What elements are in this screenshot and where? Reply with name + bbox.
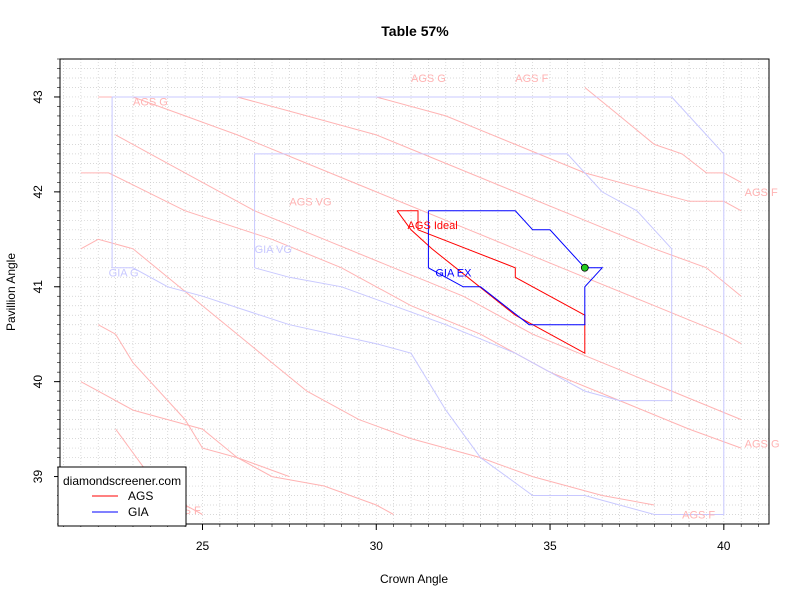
region-label-4: AGS F [515, 73, 548, 85]
region-label-7: AGS G [745, 438, 780, 450]
x-tick-label: 40 [717, 539, 731, 553]
y-tick-label: 40 [31, 375, 45, 389]
y-tick-label: 39 [31, 470, 45, 484]
region-label-10: GIA G [109, 268, 139, 280]
series-ags-faint-line-4 [167, 96, 742, 297]
series-ags-faint-line-0 [80, 172, 742, 449]
series-gia-faint-line-0 [111, 96, 725, 515]
series-layer [80, 87, 742, 515]
region-label-1: GIA EX [435, 268, 472, 280]
plot-frame [59, 58, 770, 525]
series-gia-faint-line-1 [254, 153, 673, 402]
region-label-3: AGS G [411, 73, 446, 85]
legend-label-ags: AGS [128, 489, 153, 503]
y-tick-label: 41 [31, 280, 45, 294]
chart-title: Table 57% [381, 23, 449, 39]
y-axis-label: Pavillion Angle [4, 253, 18, 331]
region-label-6: AGS VG [289, 196, 331, 208]
series-gia-line-0 [427, 210, 604, 326]
grid [60, 58, 769, 525]
x-axis: 25 30 35 40 [63, 524, 759, 553]
legend: diamondscreener.com AGS GIA [57, 466, 187, 527]
region-label-2: AGS G [133, 97, 168, 109]
x-tick-label: 30 [370, 539, 384, 553]
legend-box [57, 466, 187, 527]
marker-layer [580, 263, 589, 272]
x-tick-label: 25 [196, 539, 210, 553]
series-ags-faint-line-1 [80, 238, 655, 506]
region-label-5: AGS F [745, 187, 778, 199]
y-tick-label: 43 [31, 90, 45, 104]
x-axis-label: Crown Angle [380, 572, 448, 586]
y-tick-label: 42 [31, 185, 45, 199]
series-ags-faint-line-3 [98, 96, 742, 345]
series-ags-faint-line-7 [80, 381, 394, 515]
x-tick-label: 35 [543, 539, 557, 553]
legend-label-gia: GIA [128, 505, 149, 519]
current-diamond-marker [580, 263, 589, 272]
region-label-0: AGS Ideal [408, 220, 458, 232]
annotation-layer: AGS Ideal GIA EX AGS G AGS G AGS F AGS F AGS V… [109, 73, 780, 522]
series-ags-faint-line-2 [115, 134, 742, 421]
region-label-11: GIA VG [255, 244, 292, 256]
legend-title: diamondscreener.com [63, 474, 181, 488]
region-label-8: AGS F [682, 510, 715, 522]
series-ags-faint-line-9 [97, 324, 290, 478]
